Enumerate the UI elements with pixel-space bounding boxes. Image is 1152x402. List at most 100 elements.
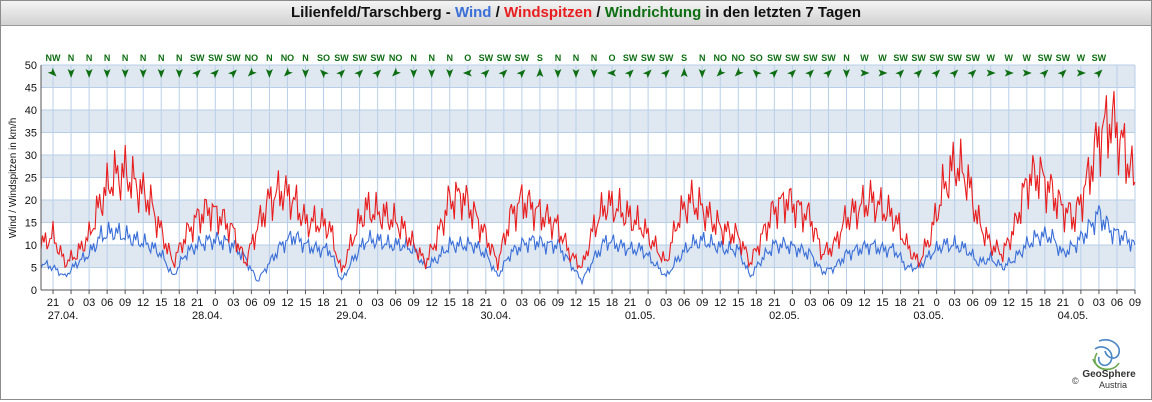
x-tick-label: 06 — [245, 297, 257, 309]
date-label: 02.05. — [769, 310, 800, 322]
wind-direction-arrow — [283, 67, 293, 77]
wind-direction-arrow — [1004, 69, 1014, 77]
wind-direction-arrow — [698, 69, 706, 78]
wind-direction-label: N — [86, 53, 93, 63]
x-tick-label: 09 — [408, 297, 420, 309]
wind-direction-arrow — [986, 69, 996, 77]
x-tick-label: 06 — [390, 297, 402, 309]
background-bands — [41, 65, 1135, 268]
y-tick-label: 0 — [31, 285, 37, 297]
wind-direction-arrow — [157, 69, 165, 78]
date-label: 04.05. — [1058, 310, 1089, 322]
wind-direction-label: SW — [659, 53, 674, 63]
wind-direction-label: SW — [352, 53, 367, 63]
x-tick-label: 03 — [227, 297, 239, 309]
wind-direction-arrow — [1022, 69, 1032, 77]
x-tick-label: 15 — [444, 297, 456, 309]
wind-direction-label: SW — [821, 53, 836, 63]
wind-direction-label: SW — [479, 53, 494, 63]
x-tick-label: 09 — [985, 297, 997, 309]
wind-direction-label: N — [68, 53, 75, 63]
wind-direction-arrow — [895, 69, 905, 79]
y-tick-label: 10 — [25, 240, 37, 252]
date-label: 01.05. — [625, 310, 656, 322]
chart-title: Lilienfeld/Tarschberg - Wind / Windspitz… — [1, 4, 1151, 21]
x-tick-label: 03 — [516, 297, 528, 309]
x-tick-label: 12 — [570, 297, 582, 309]
wind-direction-label: SW — [767, 53, 782, 63]
wind-direction-arrow — [680, 68, 688, 77]
wind-direction-arrow — [787, 69, 796, 79]
date-label: 29.04. — [336, 310, 367, 322]
wind-direction-label: SW — [803, 53, 818, 63]
x-tick-label: 15 — [588, 297, 600, 309]
x-tick-label: 09 — [840, 297, 852, 309]
x-tick-label: 0 — [357, 297, 363, 309]
wind-direction-label: NO — [245, 53, 259, 63]
y-tick-label: 40 — [25, 105, 37, 117]
wind-direction-label: N — [428, 53, 435, 63]
wind-direction-label: O — [609, 53, 616, 63]
title-station: Lilienfeld/Tarschberg — [291, 4, 442, 21]
wind-direction-arrow — [823, 69, 832, 79]
wind-direction-arrow — [805, 69, 814, 79]
x-tick-label: 0 — [789, 297, 795, 309]
x-tick-label: 12 — [426, 297, 438, 309]
wind-direction-arrow — [860, 69, 870, 77]
wind-direction-label: N — [140, 53, 147, 63]
wind-direction-arrow — [913, 69, 923, 79]
wind-direction-label: SW — [785, 53, 800, 63]
wind-direction-arrow — [319, 69, 329, 79]
y-tick-label: 5 — [31, 263, 37, 275]
wind-direction-arrow — [121, 69, 129, 78]
wind-direction-label: N — [104, 53, 111, 63]
grid-band — [41, 200, 1135, 223]
wind-direction-label: N — [410, 53, 417, 63]
wind-direction-arrow — [446, 69, 454, 78]
wind-direction-label: SW — [911, 53, 926, 63]
x-tick-label: 09 — [1129, 297, 1141, 309]
wind-direction-arrow — [410, 69, 418, 78]
wind-direction-label: NO — [281, 53, 295, 63]
wind-direction-label: N — [699, 53, 706, 63]
x-tick-label: 12 — [714, 297, 726, 309]
wind-direction-arrow — [498, 69, 508, 79]
wind-direction-label: N — [302, 53, 309, 63]
wind-direction-arrow — [516, 69, 526, 79]
wind-direction-arrow — [228, 69, 237, 79]
copyright-symbol: © — [1072, 376, 1079, 386]
x-tick-label: 06 — [678, 297, 690, 309]
x-tick-label: 15 — [299, 297, 311, 309]
wind-direction-arrow — [428, 69, 436, 78]
y-tick-label: 25 — [25, 173, 37, 185]
wind-direction-arrow — [607, 69, 616, 77]
wind-direction-label: SW — [1056, 53, 1071, 63]
x-tick-label: 15 — [1021, 297, 1033, 309]
wind-direction-label: O — [464, 53, 471, 63]
x-tick-label: 12 — [281, 297, 293, 309]
x-tick-label: 21 — [191, 297, 203, 309]
x-tick-label: 15 — [732, 297, 744, 309]
x-tick-label: 0 — [645, 297, 651, 309]
wind-direction-label: W — [878, 53, 887, 63]
x-tick-label: 06 — [534, 297, 546, 309]
x-tick-label: 18 — [894, 297, 906, 309]
y-axis-label: Wind / Windspitzen in km/h — [8, 118, 19, 239]
wind-direction-label: SW — [497, 53, 512, 63]
wind-direction-label: SW — [190, 53, 205, 63]
x-tick-label: 03 — [804, 297, 816, 309]
wind-direction-label: NW — [46, 53, 61, 63]
wind-direction-arrow — [660, 69, 670, 79]
x-tick-label: 21 — [912, 297, 924, 309]
wind-direction-label: W — [1077, 53, 1086, 63]
x-tick-label: 0 — [212, 297, 218, 309]
x-tick-label: 03 — [83, 297, 95, 309]
wind-direction-arrow — [175, 69, 183, 78]
x-tick-label: 12 — [1003, 297, 1015, 309]
x-tick-label: 21 — [768, 297, 780, 309]
wind-direction-arrow — [372, 69, 382, 79]
wind-direction-arrow — [1093, 69, 1103, 79]
x-tick-label: 18 — [462, 297, 474, 309]
wind-direction-arrow — [354, 69, 364, 79]
